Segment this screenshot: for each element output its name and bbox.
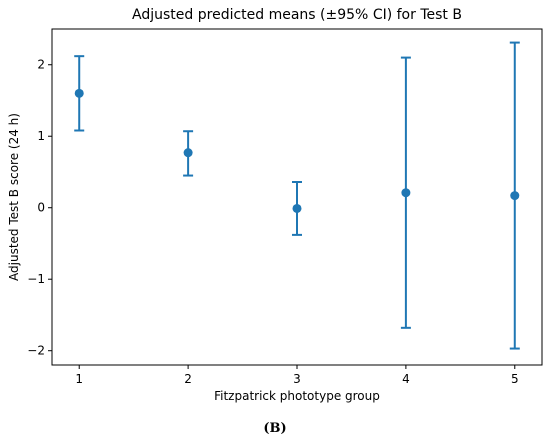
x-axis: 1 2 3 4 5 [75,365,519,386]
data-points [74,88,520,213]
x-tick-label: 3 [293,372,301,386]
x-tick-label: 5 [511,372,519,386]
chart-title: Adjusted predicted means (±95% CI) for T… [132,7,462,23]
y-axis-label: Adjusted Test B score (24 h) [7,113,21,281]
mean-point [401,188,411,198]
figure-caption: (B) [263,421,286,436]
y-axis: −2 −1 0 1 2 [27,58,52,358]
mean-point [292,203,302,213]
mean-point [510,191,520,201]
mean-point [74,88,84,98]
y-tick-label: −1 [27,272,45,286]
x-tick-label: 1 [75,372,83,386]
x-tick-label: 2 [184,372,192,386]
y-tick-label: 1 [37,129,45,143]
y-tick-label: 2 [37,58,45,72]
y-tick-label: −2 [27,344,45,358]
mean-point [183,148,193,158]
x-axis-label: Fitzpatrick phototype group [214,389,380,403]
x-tick-label: 4 [402,372,410,386]
error-bars [74,41,520,350]
y-tick-label: 0 [37,201,45,215]
